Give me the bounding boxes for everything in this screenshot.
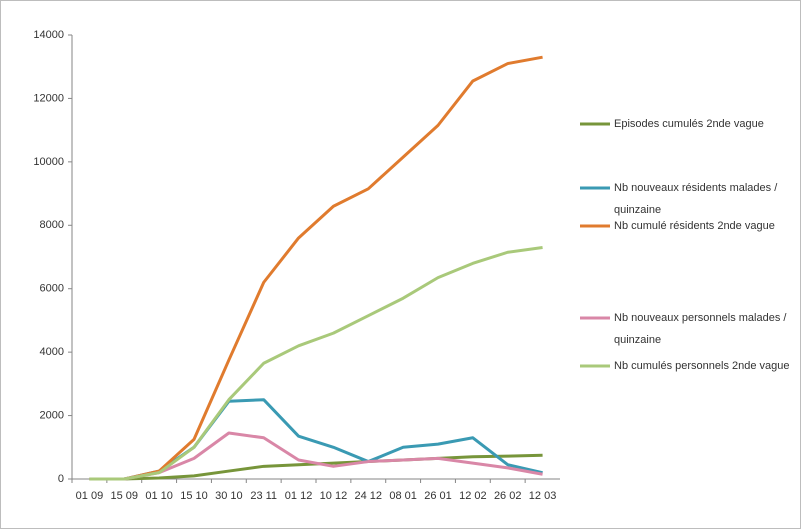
- legend-label: Nb nouveaux personnels malades / quinzain…: [614, 312, 787, 346]
- x-tick-label: 12 02: [459, 490, 487, 502]
- x-tick-label: 10 12: [320, 490, 348, 502]
- x-tick-label: 01 10: [145, 490, 173, 502]
- x-tick-label: 24 12: [355, 490, 383, 502]
- x-tick-label: 26 01: [424, 490, 452, 502]
- x-tick-label: 26 02: [494, 490, 522, 502]
- y-tick-label: 4000: [40, 346, 64, 358]
- y-tick-label: 6000: [40, 283, 64, 295]
- y-tick-label: 12000: [33, 92, 64, 104]
- series-line: [89, 245, 543, 481]
- legend-label: Nb cumulés personnels 2nde vague: [614, 360, 790, 372]
- legend-label: Episodes cumulés 2nde vague: [614, 118, 764, 130]
- x-tick-label: 01 09: [76, 490, 104, 502]
- x-tick-label: 15 10: [180, 490, 208, 502]
- y-tick-label: 0: [58, 473, 64, 485]
- x-tick-label: 30 10: [215, 490, 243, 502]
- legend-label: Nb cumulé résidents 2nde vague: [614, 220, 775, 232]
- x-tick-label: 01 12: [285, 490, 313, 502]
- x-tick-label: 15 09: [111, 490, 139, 502]
- y-tick-label: 8000: [40, 219, 64, 231]
- y-tick-label: 2000: [40, 409, 64, 421]
- y-tick-label: 14000: [33, 29, 64, 41]
- x-tick-label: 23 11: [250, 490, 277, 502]
- y-tick-label: 10000: [33, 156, 64, 168]
- legend-label: Nb nouveaux résidents malades / quinzaine: [614, 182, 778, 216]
- x-tick-label: 12 03: [529, 490, 557, 502]
- series-line: [89, 55, 543, 481]
- x-tick-label: 08 01: [389, 490, 417, 502]
